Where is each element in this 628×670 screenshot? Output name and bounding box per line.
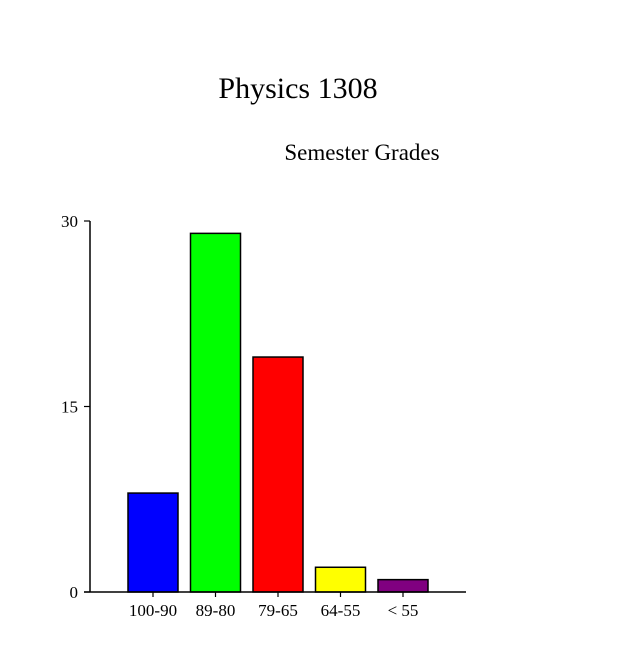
y-tick-label: 15 [61, 398, 78, 417]
x-tick-label: 89-80 [196, 601, 236, 620]
x-tick-label: 79-65 [258, 601, 298, 620]
chart-title: Physics 1308 [218, 72, 377, 105]
y-ticks-layer: 0 15 30 [61, 212, 90, 602]
y-tick-label: 30 [61, 212, 78, 231]
x-tick-label: < 55 [388, 601, 419, 620]
y-tick-label: 0 [70, 583, 79, 602]
bar-2 [189, 232, 242, 593]
bar-3 [252, 356, 304, 593]
bars-layer [127, 232, 429, 593]
bar-4 [314, 566, 367, 593]
bar-1 [127, 492, 179, 593]
bar-5 [377, 578, 429, 593]
x-tick-label: 64-55 [321, 601, 361, 620]
x-tick-label: 100-90 [129, 601, 177, 620]
chart-subtitle: Semester Grades [284, 140, 439, 165]
x-ticks-layer: 100-90 89-80 79-65 64-55 < 55 [129, 592, 419, 620]
